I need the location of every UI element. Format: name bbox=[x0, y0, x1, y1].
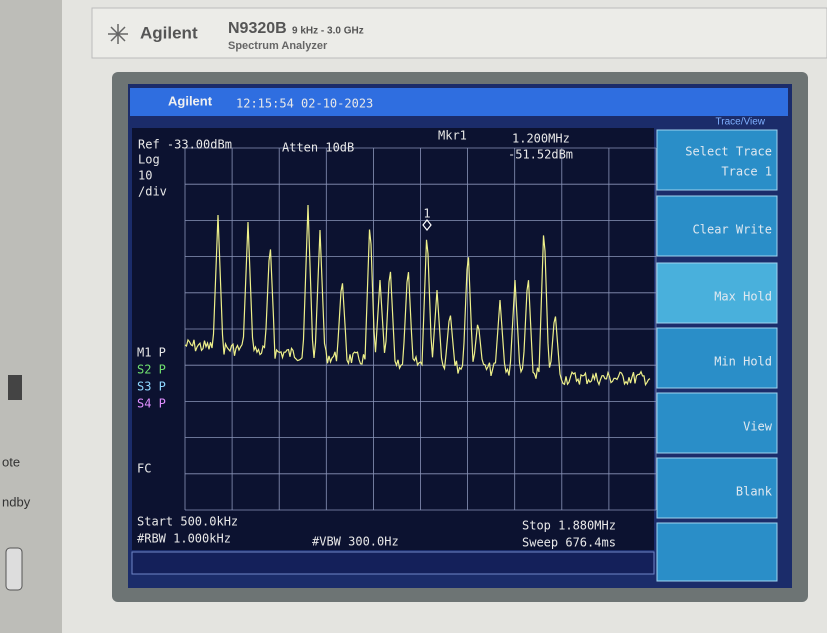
softkey-label: Clear Write bbox=[693, 223, 772, 237]
softkey-label: Select Trace bbox=[685, 145, 772, 159]
softkeys: Select Trace Trace 1 Clear Write Max Hold Mi… bbox=[656, 129, 778, 582]
spectrum-trace bbox=[184, 204, 651, 387]
scale-unit: /div bbox=[138, 185, 167, 199]
scale-type: Log bbox=[138, 153, 160, 167]
softkey[interactable] bbox=[656, 129, 778, 191]
label-strip bbox=[91, 7, 827, 59]
softkey-label: Blank bbox=[736, 485, 773, 499]
side-label: ote bbox=[2, 454, 20, 469]
plot-area bbox=[132, 128, 654, 550]
header-bar bbox=[130, 88, 788, 116]
softkey[interactable] bbox=[656, 195, 778, 257]
model: N9320B bbox=[228, 20, 287, 37]
menu-title: Trace/View bbox=[716, 117, 766, 128]
freq-range: 9 kHz - 3.0 GHz bbox=[292, 26, 364, 37]
softkey-label: Min Hold bbox=[714, 355, 772, 369]
fc-indicator: FC bbox=[137, 462, 151, 476]
side-label: ndby bbox=[2, 494, 31, 509]
logo-star bbox=[108, 24, 128, 44]
softkey-label: Max Hold bbox=[714, 290, 772, 304]
marker-id: 1 bbox=[423, 207, 430, 221]
softkey[interactable] bbox=[656, 392, 778, 454]
softkey-label: View bbox=[743, 420, 773, 434]
trace-status: S4 P bbox=[137, 397, 166, 411]
datetime: 12:15:54 02-10-2023 bbox=[236, 97, 373, 111]
sweep-time: Sweep 676.4ms bbox=[522, 536, 616, 550]
brand: Agilent bbox=[140, 23, 198, 42]
marker-label: Mkr1 bbox=[438, 129, 467, 143]
graticule bbox=[184, 147, 657, 511]
trace-status: S3 P bbox=[137, 380, 166, 394]
softkey[interactable] bbox=[656, 327, 778, 389]
marker-amplitude: -51.52dBm bbox=[508, 148, 573, 162]
attenuation: Atten 10dB bbox=[282, 141, 354, 155]
ref-level: Ref -33.00dBm bbox=[138, 138, 232, 152]
start-freq: Start 500.0kHz bbox=[137, 515, 238, 529]
left-panel bbox=[0, 0, 62, 633]
stop-freq: Stop 1.880MHz bbox=[522, 519, 616, 533]
softkey[interactable] bbox=[656, 522, 778, 582]
softkey-value: Trace 1 bbox=[721, 165, 772, 179]
softkey[interactable] bbox=[656, 457, 778, 519]
status-line bbox=[131, 551, 655, 575]
vbw: #VBW 300.0Hz bbox=[312, 535, 399, 549]
button[interactable] bbox=[5, 547, 23, 591]
marker-diamond bbox=[422, 219, 432, 231]
button[interactable] bbox=[8, 375, 22, 400]
marker-frequency: 1.200MHz bbox=[512, 132, 570, 146]
rbw: #RBW 1.000kHz bbox=[137, 532, 231, 546]
trace-status: S2 P bbox=[137, 363, 166, 377]
screen-brand: Agilent bbox=[168, 93, 213, 108]
scale-value: 10 bbox=[138, 169, 152, 183]
trace-status: M1 P bbox=[137, 346, 166, 360]
product: Spectrum Analyzer bbox=[228, 40, 328, 52]
softkey[interactable] bbox=[656, 262, 778, 324]
